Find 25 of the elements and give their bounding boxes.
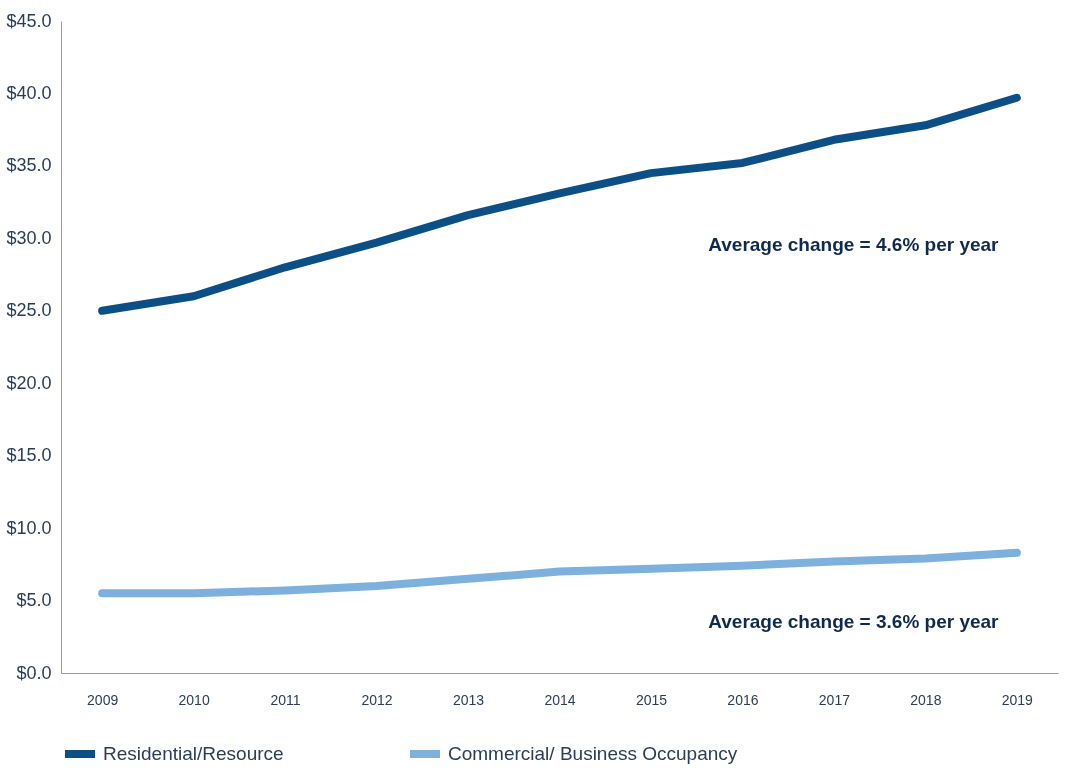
x-tick-label: 2009 bbox=[87, 691, 119, 708]
x-tick-label: 2019 bbox=[1001, 691, 1034, 708]
y-tick-label: $5.0 bbox=[16, 590, 52, 611]
y-tick-label: $25.0 bbox=[6, 300, 52, 321]
x-tick-label: 2015 bbox=[635, 691, 668, 708]
y-tick-label: $45.0 bbox=[6, 10, 52, 31]
y-tick-label: $15.0 bbox=[6, 445, 52, 466]
y-tick-label: $20.0 bbox=[6, 372, 52, 393]
x-tick-label: 2018 bbox=[910, 691, 942, 708]
legend-label: Residential/Resource bbox=[103, 743, 284, 764]
annotation: Average change = 3.6% per year bbox=[708, 610, 1000, 632]
legend-label: Commercial/ Business Occupancy bbox=[448, 743, 738, 764]
y-tick-label: $0.0 bbox=[16, 662, 52, 683]
y-tick-label: $30.0 bbox=[6, 227, 52, 248]
x-tick-label: 2017 bbox=[818, 691, 851, 708]
x-tick-label: 2014 bbox=[544, 691, 576, 708]
x-tick-label: 2013 bbox=[452, 691, 485, 708]
y-tick-label: $35.0 bbox=[6, 155, 52, 176]
y-tick-label: $10.0 bbox=[6, 517, 52, 538]
x-tick-label: 2012 bbox=[361, 691, 393, 708]
annotation: Average change = 4.6% per year bbox=[708, 234, 1000, 256]
x-tick-label: 2011 bbox=[270, 691, 301, 708]
y-tick-label: $40.0 bbox=[6, 82, 52, 103]
x-tick-label: 2010 bbox=[178, 691, 210, 708]
x-tick-label: 2016 bbox=[727, 691, 759, 708]
